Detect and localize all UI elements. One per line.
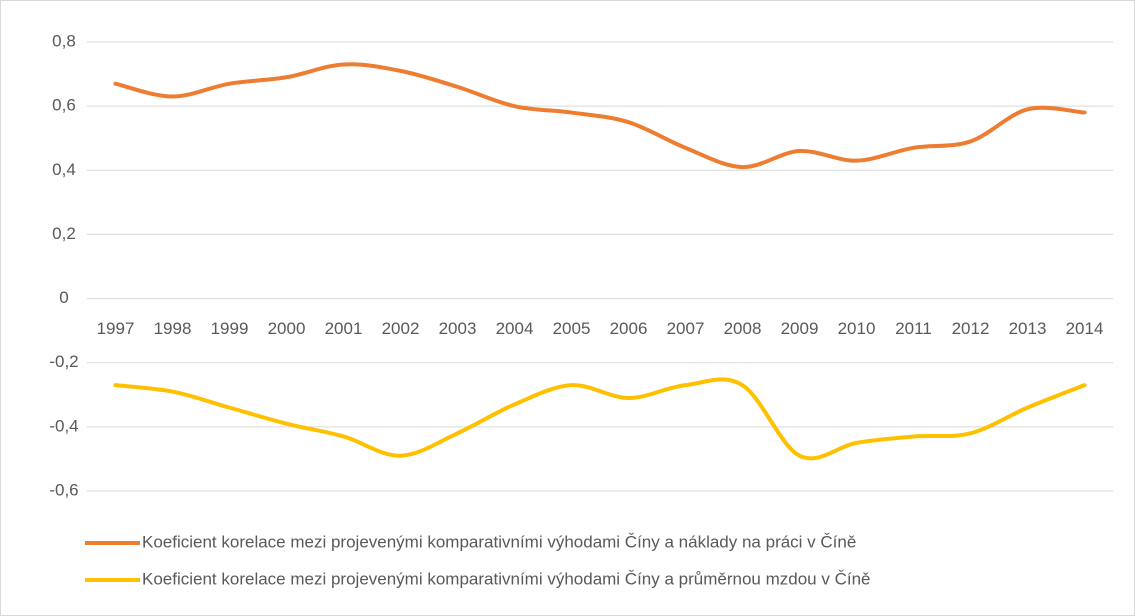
y-tick-label: 0,2: [52, 224, 76, 243]
line-series: [113, 62, 1087, 170]
legend-label: Koeficient korelace mezi projevenými kom…: [142, 532, 856, 551]
x-tick-label: 2000: [268, 319, 306, 338]
x-tick-label: 1997: [97, 319, 135, 338]
x-tick-label: 2001: [325, 319, 363, 338]
y-tick-label: 0: [59, 288, 68, 307]
x-tick-label: 1999: [211, 319, 249, 338]
y-tick-label: 0,4: [52, 160, 76, 179]
x-tick-label: 2005: [553, 319, 591, 338]
y-tick-label: 0,8: [52, 31, 76, 50]
y-tick-label: -0,2: [49, 352, 78, 371]
x-tick-label: 2009: [781, 319, 819, 338]
x-tick-label: 2013: [1009, 319, 1047, 338]
x-tick-label: 2006: [610, 319, 648, 338]
y-tick-label: -0,6: [49, 480, 78, 499]
y-tick-label: 0,6: [52, 96, 76, 115]
x-tick-label: 2014: [1066, 319, 1104, 338]
legend-label: Koeficient korelace mezi projevenými kom…: [142, 569, 870, 588]
x-tick-label: 2011: [895, 319, 932, 338]
x-tick-label: 2007: [667, 319, 705, 338]
x-tick-label: 2002: [382, 319, 420, 338]
line-series: [113, 377, 1087, 461]
x-tick-label: 2003: [439, 319, 477, 338]
x-tick-label: 2012: [952, 319, 990, 338]
x-tick-label: 2008: [724, 319, 762, 338]
x-tick-label: 1998: [154, 319, 192, 338]
x-tick-label: 2010: [838, 319, 876, 338]
x-tick-label: 2004: [496, 319, 534, 338]
y-tick-label: -0,4: [49, 416, 78, 435]
